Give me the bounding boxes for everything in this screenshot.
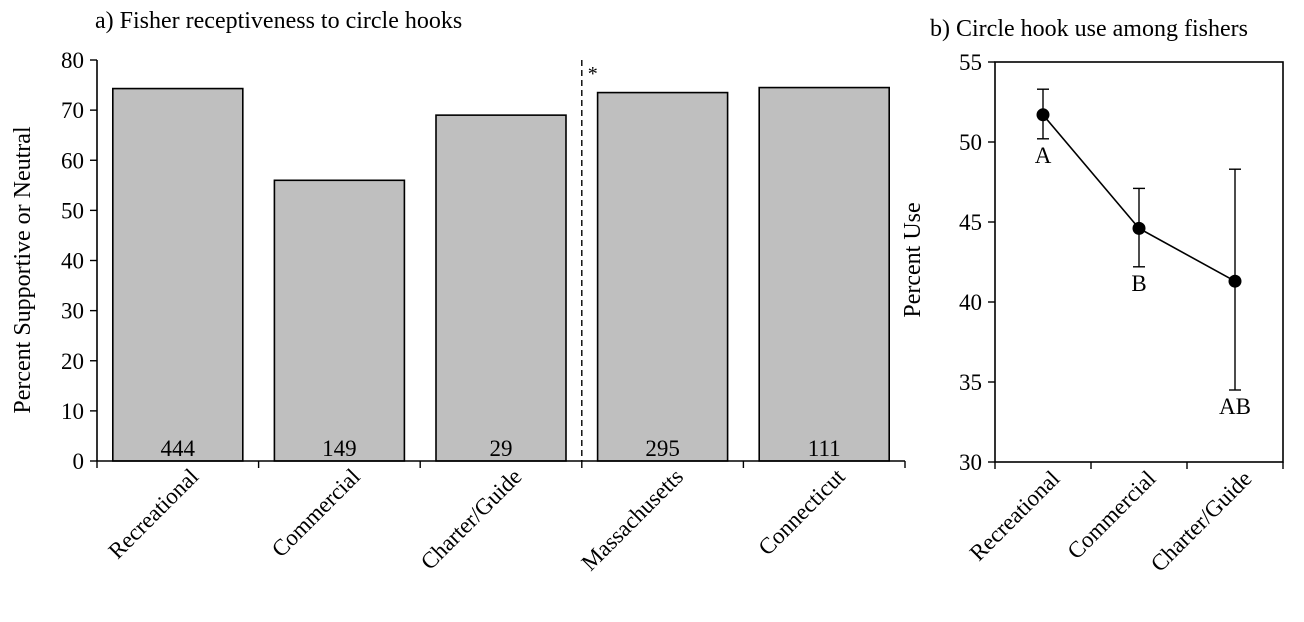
data-point bbox=[1132, 221, 1146, 235]
panel-a-y-ticks: 0 10 20 30 40 50 60 70 80 bbox=[61, 48, 97, 474]
category-label: Charter/Guide bbox=[1146, 466, 1257, 577]
category-label: Commercial bbox=[267, 464, 365, 562]
sample-size-label: 444 bbox=[161, 436, 196, 461]
data-point bbox=[1228, 274, 1242, 288]
category-label: Charter/Guide bbox=[416, 464, 527, 575]
y-tick-label: 50 bbox=[959, 130, 982, 155]
y-tick-label: 30 bbox=[61, 299, 84, 324]
panel-b-title: b) Circle hook use among fishers bbox=[930, 16, 1248, 42]
y-tick-label: 45 bbox=[959, 210, 982, 235]
y-tick-label: 40 bbox=[61, 249, 84, 274]
bar-commercial bbox=[273, 179, 406, 462]
y-tick-label: 70 bbox=[61, 98, 84, 123]
category-label: Massachusetts bbox=[577, 464, 689, 576]
panel-b-y-axis-label: Percent Use bbox=[900, 202, 926, 317]
y-tick-label: 0 bbox=[73, 449, 85, 474]
y-tick-label: 30 bbox=[959, 450, 982, 475]
category-label: Recreational bbox=[965, 466, 1065, 566]
bar-recreational bbox=[112, 87, 244, 462]
panel-a-sample-size-labels: 444 149 29 295 111 bbox=[161, 436, 841, 461]
panel-a-category-labels: Recreational Commercial Charter/Guide Massa… bbox=[103, 463, 850, 575]
y-tick-label: 20 bbox=[61, 349, 84, 374]
category-label: Commercial bbox=[1062, 466, 1160, 564]
y-tick-label: 80 bbox=[61, 48, 84, 73]
panel-b-series bbox=[1036, 88, 1242, 391]
bar-connecticut bbox=[758, 86, 891, 462]
sample-size-label: 149 bbox=[322, 436, 357, 461]
point-significance-label: AB bbox=[1219, 394, 1251, 419]
y-tick-label: 40 bbox=[959, 290, 982, 315]
panel-a-bars bbox=[112, 86, 891, 462]
panel-a-title: a) Fisher receptiveness to circle hooks bbox=[95, 8, 462, 34]
bar-charter-guide bbox=[435, 114, 567, 462]
bar-massachusetts bbox=[596, 91, 729, 462]
point-significance-label: A bbox=[1035, 143, 1052, 168]
point-significance-label: B bbox=[1131, 271, 1146, 296]
panel-a-y-axis-label: Percent Supportive or Neutral bbox=[10, 126, 36, 414]
sample-size-label: 295 bbox=[645, 436, 680, 461]
sample-size-label: 111 bbox=[808, 436, 841, 461]
panel-b-y-ticks: 30 35 40 45 50 55 bbox=[959, 50, 995, 475]
panel-a-receptiveness-chart: a) Fisher receptiveness to circle hooks … bbox=[10, 8, 906, 575]
panel-b-hook-use-chart: b) Circle hook use among fishers Percent… bbox=[900, 16, 1284, 577]
panel-b-plot-frame bbox=[994, 61, 1284, 469]
y-tick-label: 10 bbox=[61, 399, 84, 424]
sample-size-label: 29 bbox=[490, 436, 513, 461]
panel-a-significance-marker: * bbox=[588, 63, 598, 85]
y-tick-label: 60 bbox=[61, 148, 84, 173]
category-label: Connecticut bbox=[753, 463, 850, 560]
y-tick-label: 50 bbox=[61, 198, 84, 223]
plot-border bbox=[994, 61, 1284, 463]
category-label: Recreational bbox=[103, 464, 203, 564]
y-tick-label: 55 bbox=[959, 50, 982, 75]
data-point bbox=[1036, 108, 1050, 122]
y-tick-label: 35 bbox=[959, 370, 982, 395]
